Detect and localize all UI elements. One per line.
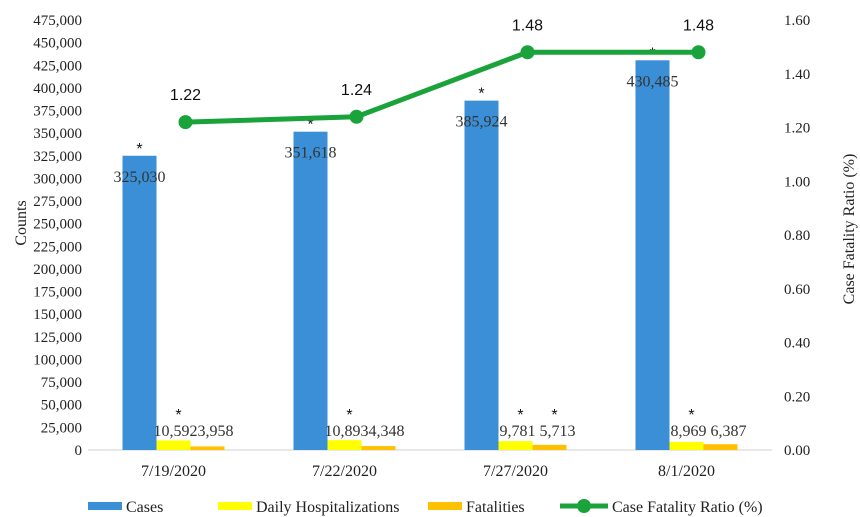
data-label-fatalities: 5,713 — [540, 423, 576, 440]
data-label-cases: 351,618 — [285, 145, 337, 162]
ratio-label: 1.48 — [683, 17, 714, 34]
ratio-label: 1.22 — [170, 87, 201, 104]
ratio-point — [520, 45, 535, 60]
bar-daily-hospitalizations — [156, 440, 191, 450]
ratio-point — [691, 45, 706, 60]
y-tick-label: 400,000 — [33, 81, 82, 97]
legend-swatch-daily-hospitalizations — [218, 502, 252, 510]
y-tick-label: 175,000 — [33, 285, 82, 301]
data-label-daily-hospitalizations: 9,781 — [500, 423, 536, 440]
y-tick-label: 125,000 — [33, 330, 82, 346]
category-label: 7/19/2020 — [141, 463, 206, 480]
legend-label-daily-hospitalizations: Daily Hospitalizations — [256, 499, 400, 516]
significance-marker: * — [136, 141, 142, 158]
y2-tick-label: 0.00 — [784, 443, 810, 459]
y2-tick-label: 1.20 — [784, 121, 810, 137]
y2-tick-label: 0.80 — [784, 228, 810, 244]
y2-tick-label: 0.40 — [784, 336, 810, 352]
ratio-point — [178, 115, 193, 130]
y-tick-label: 350,000 — [33, 126, 82, 142]
legend-marker-case-fatality-ratio- — [577, 499, 591, 513]
significance-marker: * — [478, 86, 484, 103]
bar-cases — [122, 155, 157, 450]
significance-marker: * — [517, 407, 523, 424]
bar-value-labels: 325,030*10,592*3,958351,618*10,893*4,348… — [114, 45, 747, 440]
data-label-cases: 325,030 — [114, 169, 166, 186]
data-label-fatalities: 3,958 — [198, 423, 234, 440]
bar-cases — [293, 131, 328, 450]
y-tick-label: 50,000 — [41, 398, 82, 414]
y-tick-label: 200,000 — [33, 262, 82, 278]
bar-cases — [464, 100, 499, 451]
y-tick-label: 300,000 — [33, 171, 82, 187]
y-tick-label: 275,000 — [33, 194, 82, 210]
legend: Cases Daily Hospitalizations Fatalities Cas… — [88, 499, 763, 516]
significance-marker: * — [688, 407, 694, 424]
y-tick-label: 425,000 — [33, 58, 82, 74]
bar-cases — [635, 60, 670, 450]
bar-fatalities — [190, 446, 225, 450]
y-tick-label: 475,000 — [33, 13, 82, 29]
y2-tick-label: 1.00 — [784, 174, 810, 190]
y-tick-label: 0 — [75, 443, 83, 459]
y2-axis-title: Case Fatality Ratio (%) — [841, 154, 858, 305]
data-label-fatalities: 4,348 — [369, 423, 405, 440]
ratio-label: 1.24 — [341, 82, 372, 99]
bar-daily-hospitalizations — [498, 441, 533, 450]
significance-marker: * — [551, 407, 557, 424]
y2-tick-label: 1.40 — [784, 67, 810, 83]
right-axis-ticks: 0.00 0.20 0.40 0.60 0.80 1.00 1.20 1.40 1.60 — [784, 13, 810, 459]
legend-label-fatalities: Fatalities — [466, 499, 525, 516]
legend-label-cases: Cases — [126, 499, 163, 516]
y2-tick-label: 1.60 — [784, 13, 810, 29]
category-label: 7/22/2020 — [312, 463, 377, 480]
y-tick-label: 225,000 — [33, 239, 82, 255]
legend-swatch-fatalities — [428, 502, 462, 510]
bar-fatalities — [361, 446, 396, 450]
bar-daily-hospitalizations — [669, 441, 704, 450]
ratio-point — [349, 109, 364, 124]
ratio-label: 1.48 — [512, 17, 543, 34]
y-tick-label: 100,000 — [33, 352, 82, 368]
y-tick-label: 450,000 — [33, 36, 82, 52]
data-label-cases: 385,924 — [456, 114, 508, 131]
y-tick-label: 375,000 — [33, 104, 82, 120]
category-label: 7/27/2020 — [483, 463, 548, 480]
y-tick-label: 25,000 — [41, 420, 82, 436]
category-labels: 7/19/2020 7/22/2020 7/27/2020 8/1/2020 — [141, 463, 715, 480]
y-tick-label: 150,000 — [33, 307, 82, 323]
bars — [122, 60, 738, 451]
bar-fatalities — [532, 444, 567, 450]
significance-marker: * — [175, 407, 181, 424]
data-label-daily-hospitalizations: 10,893 — [325, 423, 369, 440]
data-label-fatalities: 6,387 — [711, 423, 747, 440]
legend-swatch-cases — [88, 502, 122, 510]
y-tick-label: 250,000 — [33, 217, 82, 233]
bar-daily-hospitalizations — [327, 440, 362, 450]
left-axis-ticks: 0 25,000 50,000 75,000 100,000 125,000 150,000… — [33, 13, 82, 459]
data-label-daily-hospitalizations: 8,969 — [671, 423, 707, 440]
data-label-daily-hospitalizations: 10,592 — [154, 423, 198, 440]
y-tick-label: 325,000 — [33, 149, 82, 165]
y2-tick-label: 0.20 — [784, 389, 810, 405]
ratio-line — [185, 49, 699, 125]
y-axis-title: Counts — [13, 200, 30, 245]
y-tick-label: 75,000 — [41, 375, 82, 391]
significance-marker: * — [307, 117, 313, 134]
legend-label-case-fatality-ratio-: Case Fatality Ratio (%) — [612, 499, 763, 516]
ratio-line-layer: 1.22 1.24 1.48 1.48 — [170, 17, 714, 130]
y2-tick-label: 0.60 — [784, 282, 810, 298]
category-label: 8/1/2020 — [658, 463, 715, 480]
data-label-cases: 430,485 — [627, 73, 679, 90]
bar-fatalities — [703, 444, 738, 450]
significance-marker: * — [346, 407, 352, 424]
